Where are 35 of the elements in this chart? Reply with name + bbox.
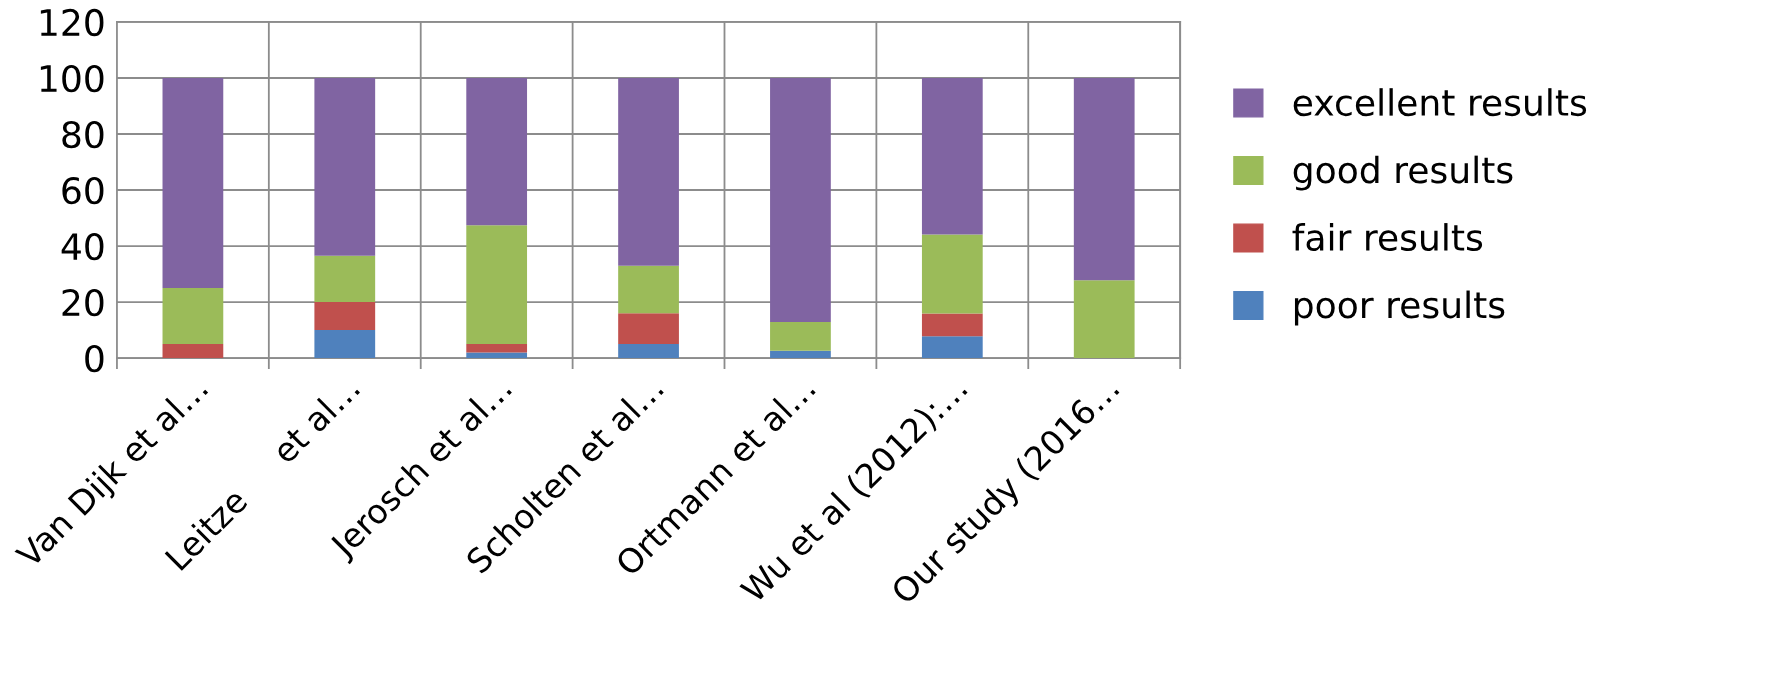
bar	[770, 350, 831, 359]
bar	[466, 344, 528, 353]
legend-label: poor results	[1294, 290, 1505, 326]
bar	[1073, 77, 1135, 281]
bar	[314, 302, 376, 331]
bar	[618, 265, 679, 314]
y-tick-label: 60	[62, 176, 104, 205]
bar	[618, 77, 679, 266]
bar	[1073, 280, 1135, 359]
legend-label: good results	[1293, 155, 1513, 191]
bar	[466, 77, 528, 226]
bar	[314, 255, 376, 303]
bar	[162, 288, 224, 345]
bar	[314, 330, 376, 359]
y-tick-label: 80	[62, 120, 104, 149]
legend-label: fair results	[1292, 223, 1483, 252]
bar	[162, 344, 224, 359]
bar	[314, 77, 376, 256]
bar	[466, 225, 528, 345]
bar	[770, 321, 831, 351]
bar	[162, 77, 224, 289]
y-tick-label: 40	[61, 232, 104, 261]
bar	[770, 77, 831, 322]
y-tick-label: 100	[40, 64, 104, 93]
bar	[618, 344, 679, 359]
y-tick-label: 0	[85, 345, 104, 373]
bar	[921, 77, 983, 235]
bar	[921, 336, 983, 359]
y-tick-label: 120	[40, 8, 104, 37]
bar	[921, 313, 983, 337]
bar	[921, 234, 983, 314]
bar	[618, 313, 679, 345]
y-tick-label: 20	[62, 288, 104, 317]
bar	[466, 352, 528, 359]
legend-label: excellent results	[1293, 88, 1587, 117]
